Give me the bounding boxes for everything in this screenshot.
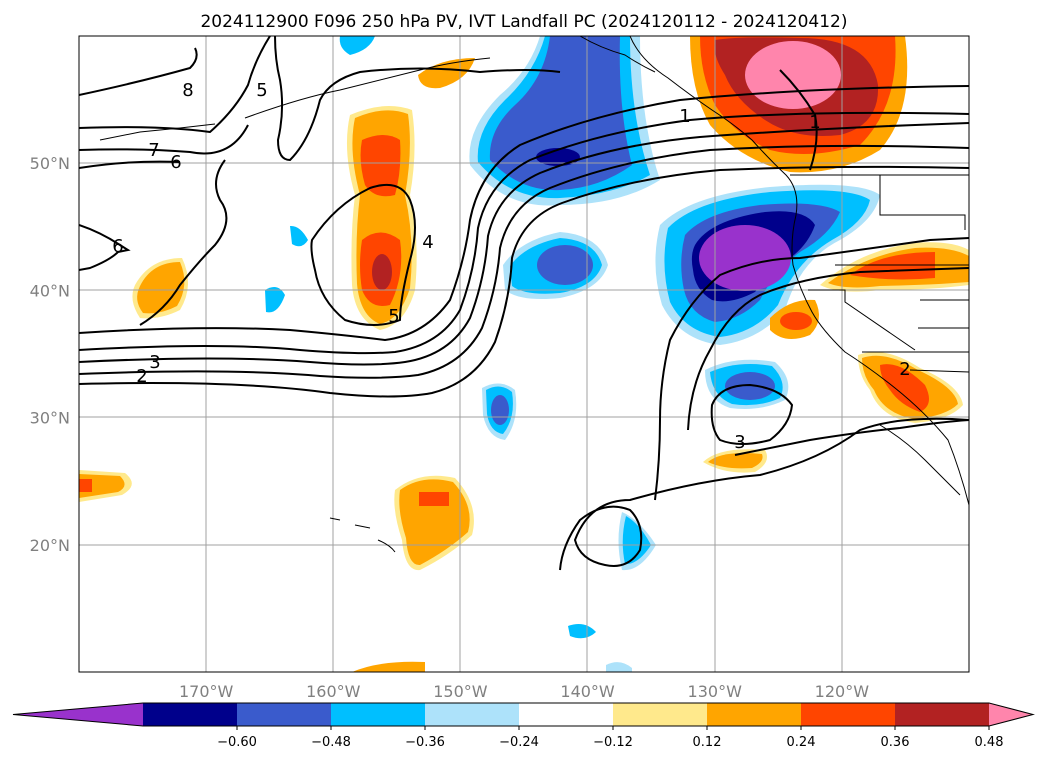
contour-label: 4 — [422, 232, 433, 253]
contour-label: 1 — [809, 112, 820, 133]
colorbar: −0.60 −0.48 −0.36 −0.24 −0.12 0.12 0.24 0.36 0.4… — [12, 702, 1035, 750]
lon-tick-label: 170°W — [179, 682, 234, 701]
colorbar-tick-label: −0.36 — [405, 735, 445, 750]
lon-tick-label: 160°W — [306, 682, 361, 701]
negative-anomaly-east — [655, 184, 880, 345]
contours — [79, 36, 969, 571]
colorbar-tick-label: −0.48 — [311, 735, 351, 750]
colorbar-segment — [801, 703, 896, 726]
lat-tick-label: 30°N — [30, 409, 70, 428]
contour-label: 8 — [182, 80, 193, 101]
lon-tick-label: 150°W — [433, 682, 488, 701]
negative-anomaly-small-blobs — [265, 36, 789, 672]
colorbar-tick-label: −0.12 — [593, 735, 633, 750]
positive-anomaly-blobs — [79, 58, 969, 672]
colorbar-tick-label: 0.12 — [693, 735, 722, 750]
lon-tick-label: 140°W — [560, 682, 615, 701]
map-panel: 8 5 7 6 6 4 5 3 2 1 1 3 2 — [78, 35, 970, 673]
contour-labels: 8 5 7 6 6 4 5 3 2 1 1 3 2 — [112, 80, 910, 453]
contour-label: 6 — [170, 152, 181, 173]
colorbar-segment — [143, 703, 238, 726]
lon-tick-label: 120°W — [815, 682, 870, 701]
contour-label: 2 — [136, 366, 147, 387]
colorbar-extend-low — [13, 703, 143, 726]
colorbar-segment — [331, 703, 426, 726]
lat-tick-label: 50°N — [30, 154, 70, 173]
colorbar-segment — [237, 703, 332, 726]
gridlines — [79, 36, 969, 672]
contour-label: 3 — [734, 432, 745, 453]
map-frame — [78, 35, 970, 673]
contour-label: 5 — [256, 80, 267, 101]
contour-label: 7 — [148, 140, 159, 161]
shaded-field: 8 5 7 6 6 4 5 3 2 1 1 3 2 — [79, 36, 969, 672]
longitude-labels: 170°W 160°W 150°W 140°W 130°W 120°W — [179, 682, 869, 701]
figure-title: 2024112900 F096 250 hPa PV, IVT Landfall… — [200, 12, 847, 32]
contour-label: 3 — [149, 352, 160, 373]
colorbar-segment — [707, 703, 802, 726]
colorbar-segment — [895, 703, 990, 726]
contour-label: 5 — [388, 306, 399, 327]
colorbar-tick-label: −0.60 — [217, 735, 257, 750]
colorbar-tick-label: 0.36 — [881, 735, 910, 750]
colorbar-segment — [425, 703, 520, 726]
lat-tick-label: 20°N — [30, 536, 70, 555]
colorbar-segment — [519, 703, 614, 726]
lat-tick-label: 40°N — [30, 281, 70, 300]
colorbar-tick-label: 0.48 — [975, 735, 1004, 750]
colorbar-extend-high — [989, 703, 1033, 726]
colorbar-outline — [12, 702, 1035, 727]
colorbar-segment — [613, 703, 708, 726]
contour-label: 1 — [679, 106, 690, 127]
colorbar-tick-label: 0.24 — [787, 735, 816, 750]
lon-tick-label: 130°W — [688, 682, 743, 701]
contour-label: 2 — [899, 359, 910, 380]
colorbar-tick-label: −0.24 — [499, 735, 539, 750]
coastlines — [99, 36, 969, 553]
latitude-labels: 50°N 40°N 30°N 20°N — [30, 154, 70, 555]
contour-label: 6 — [112, 236, 123, 257]
